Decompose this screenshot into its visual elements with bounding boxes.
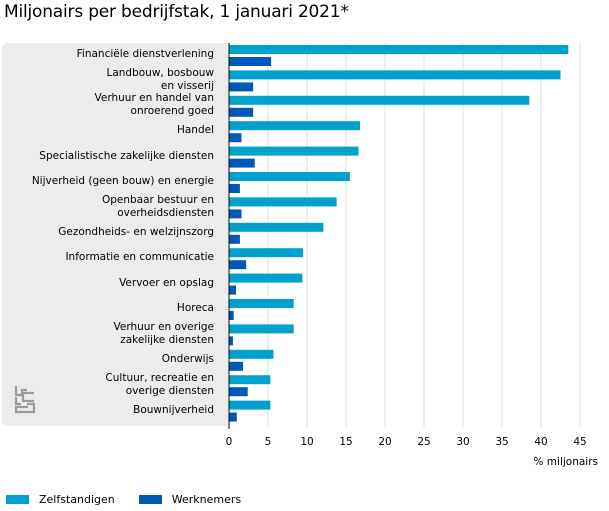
bar-zelfstandigen-1 [229,70,561,80]
bar-werknemers-7 [229,234,240,244]
category-label: Verhuur en overige zakelijke diensten [113,320,215,346]
legend-item-zelfstandigen: Zelfstandigen [6,493,115,506]
category-label: Gezondheids- en welzijnszorg [58,225,214,238]
x-tick-label: 15 [339,436,352,448]
x-tick-label: 20 [378,436,391,448]
chart-title: Miljonairs per bedrijfstak, 1 januari 20… [4,2,349,22]
x-tick-label: 45 [573,436,586,448]
bar-werknemers-8 [229,260,247,270]
legend-label-werknemers: Werknemers [171,493,242,506]
bar-zelfstandigen-8 [229,248,304,258]
bar-werknemers-0 [229,57,272,66]
x-tick-label: 40 [534,436,547,448]
category-label: Onderwijs [161,352,214,365]
category-label: Specialistische zakelijke diensten [39,149,214,162]
category-label-panel [2,43,228,426]
x-tick-label: 35 [495,436,508,448]
cbs-logo-icon [14,386,36,414]
category-label: Financiële dienstverlening [76,48,214,60]
legend-label-zelfstandigen: Zelfstandigen [39,493,115,506]
bar-zelfstandigen-3 [229,121,361,131]
bar-werknemers-4 [229,158,255,168]
legend: Zelfstandigen Werknemers [6,493,265,506]
x-tick-label: 25 [417,436,430,448]
bar-zelfstandigen-5 [229,172,350,181]
x-tick-label: 5 [265,436,272,448]
bar-werknemers-11 [229,336,233,346]
x-tick-label: 30 [456,436,469,448]
category-label: Handel [176,124,214,137]
x-tick-label: 0 [226,436,233,448]
bar-werknemers-9 [229,285,237,295]
bar-werknemers-2 [229,107,254,117]
bar-werknemers-5 [229,184,240,193]
bar-zelfstandigen-14 [229,400,271,410]
category-label: Landbouw, bosbouw en visserij [106,66,214,92]
bar-zelfstandigen-0 [229,45,569,54]
bar-werknemers-10 [229,311,234,320]
bar-zelfstandigen-9 [229,273,303,283]
category-label: Horeca [176,302,214,314]
bar-werknemers-6 [229,209,242,219]
bar-zelfstandigen-12 [229,349,274,359]
bar-werknemers-1 [229,82,254,92]
category-label: Nijverheid (geen bouw) en energie [31,175,214,187]
category-label: Bouwnijverheid [133,403,214,416]
category-label: Openbaar bestuur en overheidsdiensten [101,193,214,219]
bar-zelfstandigen-6 [229,197,337,207]
legend-item-werknemers: Werknemers [138,493,242,506]
bar-zelfstandigen-11 [229,324,294,334]
category-label: Cultuur, recreatie en overige diensten [105,371,214,397]
category-label: Verhuur en handel van onroerend goed [94,92,214,118]
bar-zelfstandigen-13 [229,375,271,385]
x-tick-label: 10 [300,436,313,448]
bar-zelfstandigen-10 [229,299,294,308]
bar-zelfstandigen-2 [229,95,530,105]
legend-swatch-zelfstandigen [6,495,29,504]
bar-werknemers-3 [229,133,242,143]
bar-zelfstandigen-7 [229,222,324,232]
bar-werknemers-14 [229,412,237,422]
bar-werknemers-12 [229,361,244,371]
x-axis-label: % miljonairs [533,456,598,468]
legend-swatch-werknemers [138,495,162,504]
category-label: Vervoer en opslag [119,276,214,289]
category-label: Informatie en communicatie [65,251,214,264]
bar-zelfstandigen-4 [229,146,359,156]
bar-werknemers-13 [229,387,248,397]
